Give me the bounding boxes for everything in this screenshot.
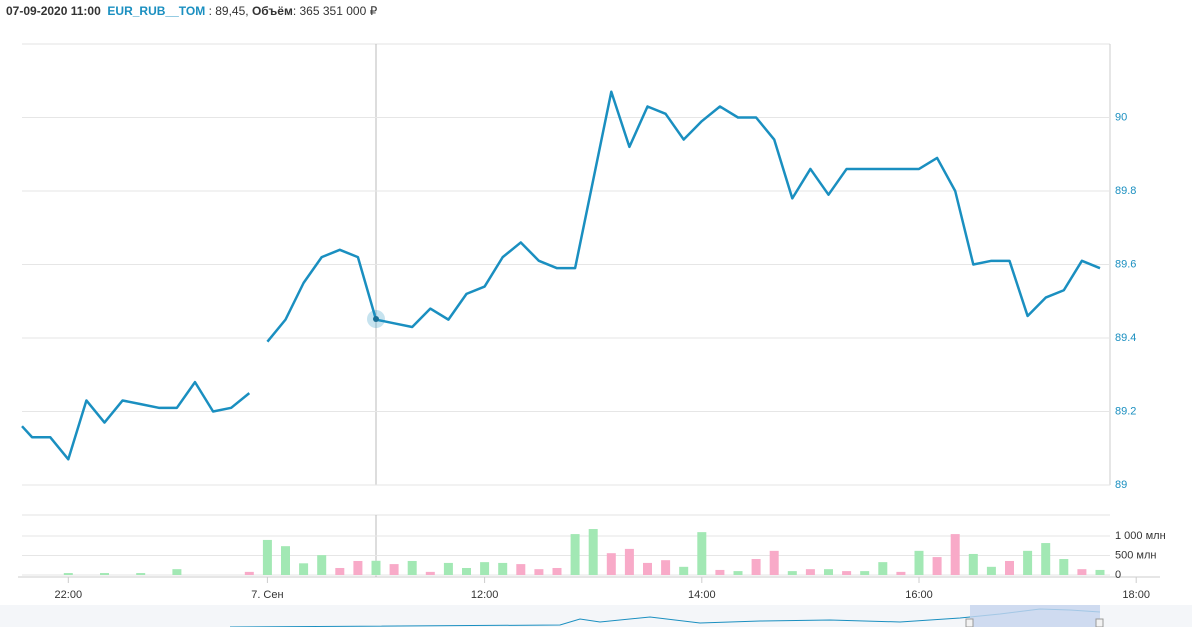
- volume-bar: [805, 569, 815, 575]
- volume-bar: [914, 550, 924, 575]
- volume-bar: [389, 564, 399, 575]
- volume-bar: [534, 569, 544, 575]
- price-line: [21, 380, 251, 461]
- volume-bar: [715, 569, 725, 575]
- x-tick-label: 12:00: [471, 589, 499, 601]
- volume-bar: [1059, 559, 1069, 575]
- volume-label: Объём: [251, 4, 293, 18]
- volume-bar: [751, 559, 761, 575]
- volume-bar: [443, 562, 453, 575]
- y-tick-label: 89.8: [1115, 185, 1136, 197]
- volume-bar: [63, 573, 73, 575]
- volume-bar: [842, 571, 852, 575]
- header: 07-09-2020 11:00 EUR_RUB__TOM : 89,45, О…: [6, 4, 377, 18]
- volume-bar: [1005, 560, 1014, 575]
- volume-bar: [1077, 569, 1087, 575]
- volume-bar: [462, 567, 471, 575]
- datetime: 07-09-2020 11:00: [6, 4, 101, 18]
- x-tick-label: 22:00: [55, 589, 83, 601]
- x-tick-label: 14:00: [688, 589, 716, 601]
- y-tick-label: 500 млн: [1115, 549, 1156, 561]
- volume-bar: [100, 573, 109, 575]
- volume-bar: [281, 546, 290, 575]
- ticker[interactable]: EUR_RUB__TOM: [107, 4, 206, 18]
- volume-bar: [968, 553, 978, 575]
- volume-bar: [1041, 543, 1051, 575]
- volume-bar: [932, 557, 942, 575]
- volume-bar: [552, 567, 562, 575]
- y-tick-label: 90: [1115, 111, 1127, 123]
- volume: : 365 351 000 ₽: [292, 4, 378, 18]
- volume-bar: [498, 562, 508, 575]
- y-tick-label: 89: [1115, 479, 1127, 491]
- volume-bar: [407, 560, 417, 575]
- volume-bar: [317, 555, 327, 575]
- x-tick-label: 16:00: [905, 589, 933, 601]
- navigator-handle[interactable]: [965, 618, 974, 627]
- volume-bar: [262, 539, 272, 575]
- volume-bar: [570, 534, 580, 575]
- y-tick-label: 89.4: [1115, 332, 1136, 344]
- hover-point: [373, 316, 379, 322]
- volume-bar: [1095, 569, 1105, 575]
- x-tick-label: 7. Сен: [251, 589, 283, 601]
- volume-bar: [244, 571, 254, 575]
- volume-bar: [896, 571, 906, 575]
- volume-bar: [425, 571, 435, 575]
- volume-bar: [986, 566, 996, 575]
- volume-bar: [661, 560, 671, 575]
- y-tick-label: 89.6: [1115, 258, 1136, 270]
- volume-bar: [371, 560, 381, 575]
- volume-bar: [878, 562, 888, 575]
- volume-bar: [624, 548, 634, 575]
- volume-bar: [299, 563, 309, 575]
- price-line: [266, 90, 1101, 343]
- volume-bar: [606, 553, 616, 575]
- navigator-selection[interactable]: [970, 605, 1100, 627]
- y-tick-label: 1 000 млн: [1115, 530, 1166, 542]
- volume-bar: [588, 529, 598, 575]
- volume-bar: [950, 534, 960, 575]
- x-tick-label: 18:00: [1122, 589, 1150, 601]
- volume-bar: [769, 550, 779, 575]
- volume-bar: [679, 566, 689, 575]
- volume-bar: [697, 532, 707, 575]
- volume-bar: [516, 564, 526, 575]
- volume-bar: [335, 567, 345, 575]
- y-tick-label: 89.2: [1115, 405, 1136, 417]
- volume-bar: [787, 571, 797, 575]
- volume-bar: [1023, 550, 1033, 575]
- y-tick-label: 0: [1115, 569, 1121, 581]
- price: : 89,45,: [208, 4, 249, 18]
- volume-bar: [172, 569, 182, 575]
- volume-bar: [136, 573, 146, 575]
- volume-bar: [733, 571, 743, 575]
- volume-bar: [480, 562, 490, 575]
- volume-bar: [824, 569, 833, 575]
- volume-bar: [860, 571, 870, 575]
- volume-bar: [643, 562, 652, 575]
- navigator-handle[interactable]: [1095, 618, 1104, 627]
- volume-bar: [353, 560, 363, 575]
